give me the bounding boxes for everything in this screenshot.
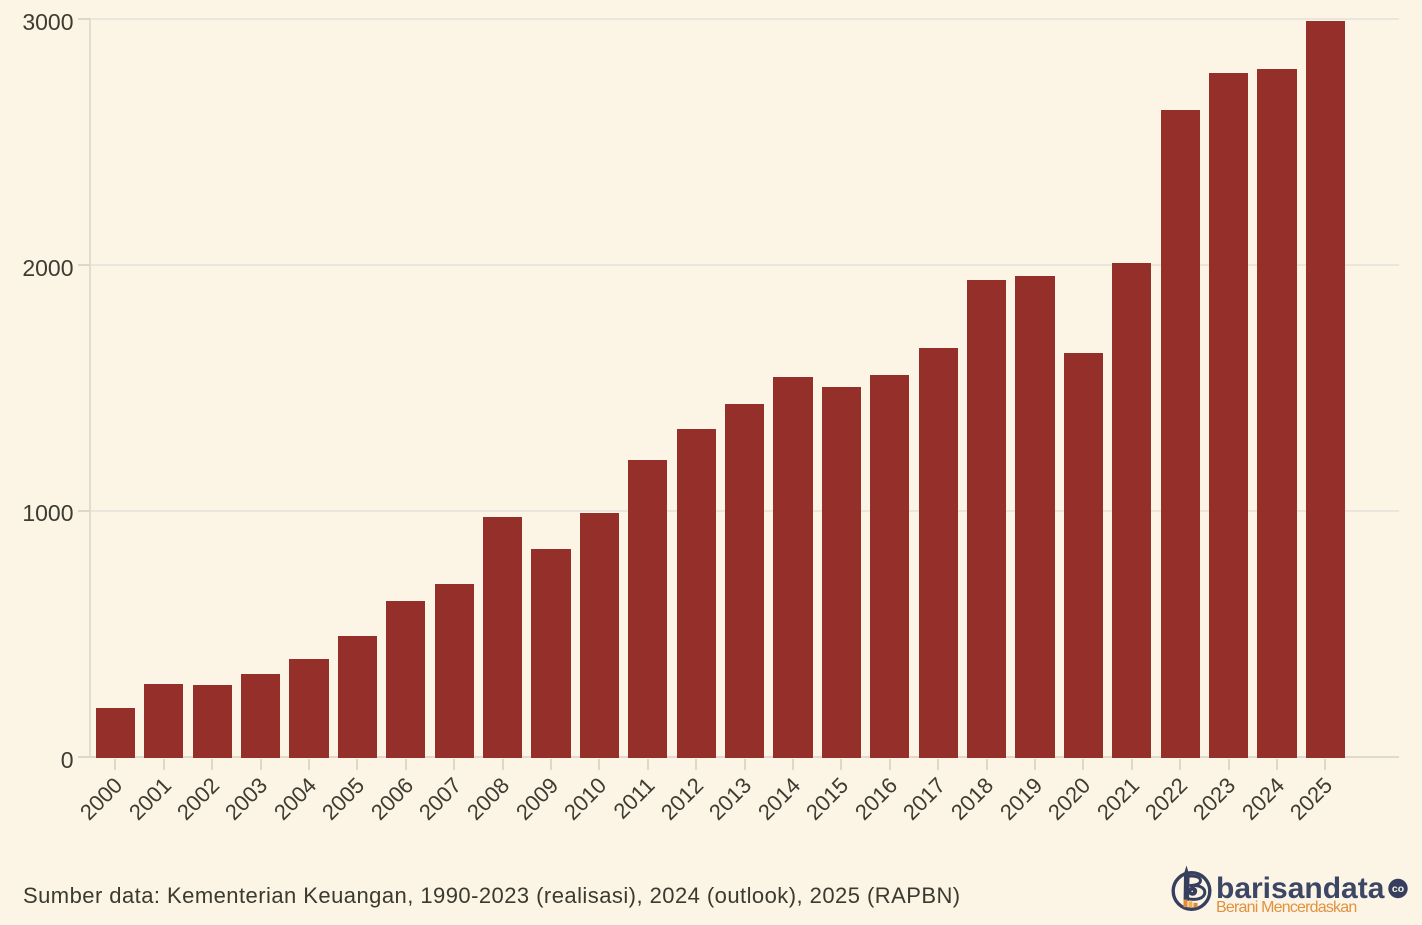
svg-text:co: co [1392, 883, 1404, 895]
svg-text:Berani Mencerdaskan: Berani Mencerdaskan [1216, 899, 1356, 916]
svg-text:barisandata: barisandata [1216, 872, 1385, 905]
